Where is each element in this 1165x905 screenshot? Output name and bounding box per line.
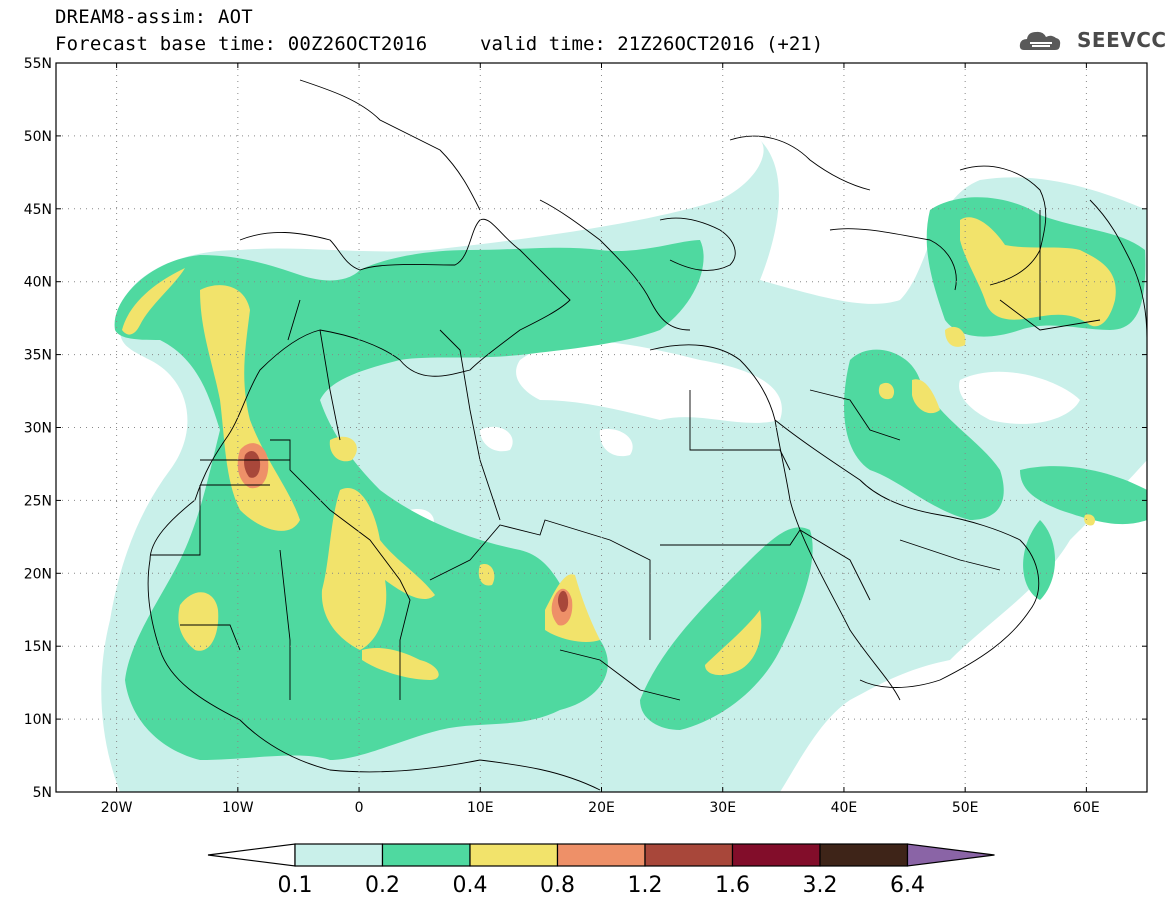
colorbar-level-label: 3.2	[803, 873, 838, 898]
aot-level-0.4	[122, 217, 1116, 680]
colorbar-segment	[644, 843, 734, 867]
colorbar-segment	[294, 843, 384, 867]
coastlines-borders	[147, 79, 1147, 791]
lat-tick-label: 20N	[24, 566, 52, 582]
colorbar-segment	[381, 843, 471, 867]
aot-below-0.1	[259, 341, 1080, 694]
lat-tick-label: 35N	[24, 348, 52, 364]
cloud-icon	[1019, 31, 1061, 50]
lat-tick-label: 10N	[24, 712, 52, 728]
latitude-axis: 55N 50N 45N 40N 35N 30N 25N 20N 15N 10N 5N	[24, 56, 52, 801]
lat-tick-label: 15N	[24, 639, 52, 655]
lon-tick-label: 40E	[831, 800, 858, 816]
lon-tick-label: 0	[355, 800, 364, 816]
aot-level-1.2	[244, 450, 569, 612]
colorbar-segment	[731, 843, 821, 867]
colorbar-level-label: 1.2	[628, 873, 663, 898]
lon-tick-label: 10E	[467, 800, 494, 816]
colorbar: 0.1 0.2 0.4 0.8 1.2 1.6 3.2 6.4	[207, 843, 995, 898]
lat-tick-label: 45N	[24, 202, 52, 218]
colorbar-level-label: 0.2	[365, 873, 400, 898]
lon-tick-label: 60E	[1073, 800, 1100, 816]
colorbar-over-triangle	[906, 843, 995, 867]
colorbar-under-triangle	[207, 843, 296, 867]
aot-field	[101, 140, 1147, 792]
lon-tick-label: 30E	[709, 800, 736, 816]
lon-tick-label: 50E	[952, 800, 979, 816]
map-title: DREAM8-assim: AOT	[55, 6, 253, 28]
colorbar-level-label: 1.6	[715, 873, 750, 898]
longitude-axis: 20W 10W 0 10E 20E 30E 40E 50E 60E	[101, 800, 1100, 816]
colorbar-level-label: 6.4	[890, 873, 925, 898]
forecast-base-time: Forecast base time: 00Z26OCT2016	[55, 33, 428, 55]
lat-tick-label: 50N	[24, 129, 52, 145]
colorbar-level-label: 0.1	[278, 873, 313, 898]
valid-time: valid time: 21Z26OCT2016 (+21)	[480, 33, 824, 55]
lat-tick-label: 25N	[24, 493, 52, 509]
lat-tick-label: 5N	[33, 785, 52, 801]
lon-tick-label: 20W	[101, 800, 133, 816]
lat-tick-label: 40N	[24, 275, 52, 291]
lat-tick-label: 30N	[24, 421, 52, 437]
logo-text: SEEVCCC	[1077, 28, 1165, 52]
colorbar-level-label: 0.8	[540, 873, 575, 898]
colorbar-segment	[819, 843, 909, 867]
colorbar-segment	[469, 843, 559, 867]
lon-tick-label: 10W	[222, 800, 254, 816]
lon-tick-label: 20E	[588, 800, 615, 816]
colorbar-segment	[556, 843, 646, 867]
colorbar-level-label: 0.4	[453, 873, 488, 898]
lat-tick-label: 55N	[24, 56, 52, 72]
